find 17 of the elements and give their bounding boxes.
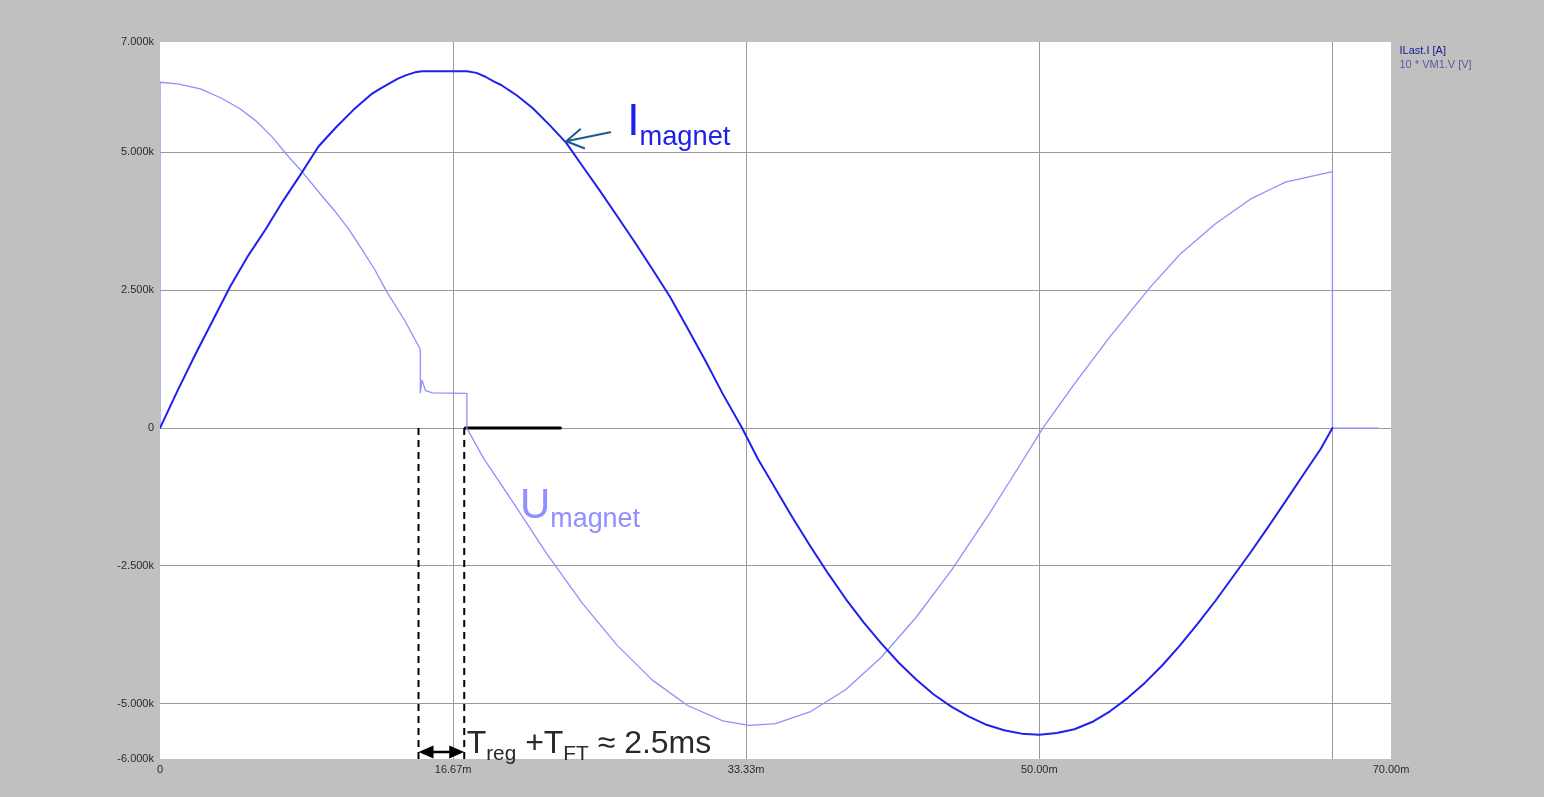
y-tick-label: 5.000k xyxy=(120,145,155,158)
annotation: U$_{magnet}$ xyxy=(520,480,640,533)
annotation: I$_{magnet}$ xyxy=(627,95,731,152)
x-tick-label: 50.00m xyxy=(1020,762,1058,775)
y-tick-label: -5.000k xyxy=(117,696,155,709)
y-tick-label: -2.500k xyxy=(117,558,155,571)
annotation: T$_{reg}$ +T$_{FT}$ ≈ 2.5ms xyxy=(466,724,712,765)
text: 10 * VM1.V [V] xyxy=(1399,57,1472,70)
x-tick-label: 0 xyxy=(156,762,164,775)
y-tick-label: 0 xyxy=(147,421,154,434)
x-tick-label: 16.67m xyxy=(434,762,472,775)
x-tick-label: 33.33m xyxy=(727,762,765,775)
y-tick-label: 2.500k xyxy=(120,283,155,296)
y-tick-label: -6.000k xyxy=(117,752,155,765)
x-tick-label: 70.00m xyxy=(1372,762,1410,775)
y-tick-label: 7.000k xyxy=(120,35,155,48)
text: ILast.I [A] xyxy=(1399,43,1446,56)
